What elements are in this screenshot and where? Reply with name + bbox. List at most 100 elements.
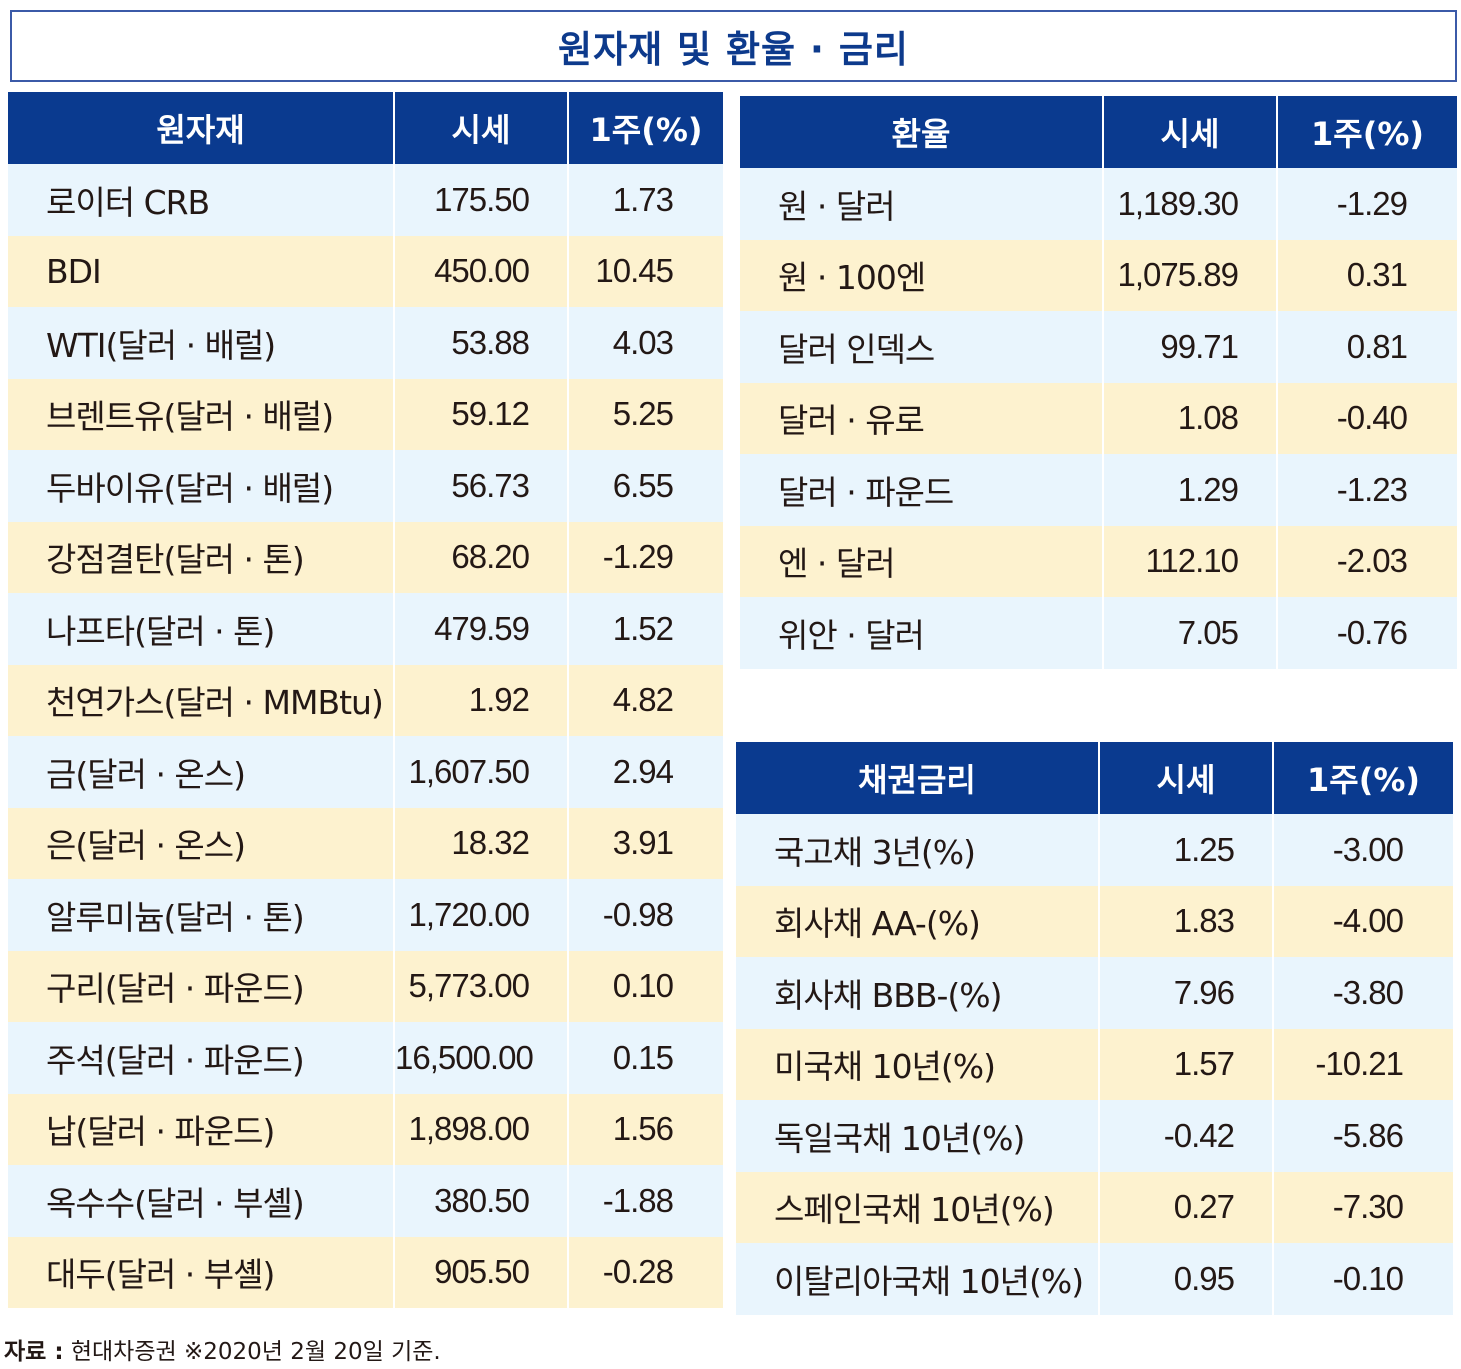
- change-cell: 10.45: [568, 235, 723, 307]
- name-cell: 원 · 달러: [740, 168, 1104, 240]
- fx-header-name: 환율: [740, 96, 1104, 168]
- name-cell: 은(달러 · 온스): [8, 807, 395, 879]
- name-cell: 대두(달러 · 부셸): [8, 1236, 395, 1308]
- table-row: 미국채 10년(%) 1.57 -10.21: [736, 1028, 1453, 1100]
- name-cell: 납(달러 · 파운드): [8, 1093, 395, 1165]
- name-cell: 구리(달러 · 파운드): [8, 950, 395, 1022]
- table-row: 엔 · 달러 112.10 -2.03: [740, 525, 1457, 597]
- table-row: 옥수수(달러 · 부셸) 380.50 -1.88: [8, 1165, 723, 1237]
- name-cell: 강점결탄(달러 · 톤): [8, 521, 395, 593]
- table-row: 은(달러 · 온스) 18.32 3.91: [8, 807, 723, 879]
- change-cell: 2.94: [568, 736, 723, 808]
- bond-header-price: 시세: [1099, 742, 1274, 814]
- source-note: 자료 : 현대차증권 ※2020년 2월 20일 기준.: [4, 1332, 441, 1366]
- change-cell: 0.10: [568, 950, 723, 1022]
- change-cell: -10.21: [1273, 1028, 1453, 1100]
- change-cell: 1.56: [568, 1093, 723, 1165]
- name-cell: 국고채 3년(%): [736, 814, 1100, 886]
- price-cell: 112.10: [1103, 525, 1278, 597]
- price-cell: 1.83: [1099, 885, 1274, 957]
- price-cell: 16,500.00: [394, 1022, 569, 1094]
- bond-header-name: 채권금리: [736, 742, 1100, 814]
- bond-table: 채권금리 시세 1주(%) 국고채 3년(%) 1.25 -3.00 회사채 AA-(…: [736, 742, 1453, 1315]
- price-cell: 1.29: [1103, 454, 1278, 526]
- name-cell: 달러 인덱스: [740, 311, 1104, 383]
- name-cell: 미국채 10년(%): [736, 1028, 1100, 1100]
- change-cell: 1.73: [568, 164, 723, 236]
- change-cell: -0.28: [568, 1236, 723, 1308]
- name-cell: 알루미늄(달러 · 톤): [8, 879, 395, 951]
- change-cell: -1.29: [1277, 168, 1457, 240]
- table-row: 위안 · 달러 7.05 -0.76: [740, 597, 1457, 669]
- name-cell: 엔 · 달러: [740, 525, 1104, 597]
- price-cell: 68.20: [394, 521, 569, 593]
- change-cell: 0.81: [1277, 311, 1457, 383]
- name-cell: 두바이유(달러 · 배럴): [8, 450, 395, 522]
- change-cell: 5.25: [568, 378, 723, 450]
- table-row: 달러 · 파운드 1.29 -1.23: [740, 454, 1457, 526]
- change-cell: -4.00: [1273, 885, 1453, 957]
- price-cell: 18.32: [394, 807, 569, 879]
- table-row: 알루미늄(달러 · 톤) 1,720.00 -0.98: [8, 879, 723, 951]
- commodity-header-row: 원자재 시세 1주(%): [8, 92, 723, 164]
- price-cell: 7.05: [1103, 597, 1278, 669]
- table-row: 달러 인덱스 99.71 0.81: [740, 311, 1457, 383]
- commodity-header-change: 1주(%): [568, 92, 723, 164]
- price-cell: 59.12: [394, 378, 569, 450]
- price-cell: 1.25: [1099, 814, 1274, 886]
- table-row: 로이터 CRB 175.50 1.73: [8, 164, 723, 236]
- change-cell: 0.31: [1277, 239, 1457, 311]
- commodity-header-name: 원자재: [8, 92, 395, 164]
- change-cell: -1.29: [568, 521, 723, 593]
- bond-body: 국고채 3년(%) 1.25 -3.00 회사채 AA-(%) 1.83 -4.00 회사채…: [736, 814, 1453, 1315]
- page-title-box: 원자재 및 환율 · 금리: [10, 10, 1457, 82]
- table-row: BDI 450.00 10.45: [8, 235, 723, 307]
- price-cell: 1,075.89: [1103, 239, 1278, 311]
- price-cell: 1,607.50: [394, 736, 569, 808]
- table-row: 주석(달러 · 파운드) 16,500.00 0.15: [8, 1022, 723, 1094]
- price-cell: 5,773.00: [394, 950, 569, 1022]
- change-cell: -3.80: [1273, 957, 1453, 1029]
- price-cell: 175.50: [394, 164, 569, 236]
- price-cell: 479.59: [394, 593, 569, 665]
- table-row: 스페인국채 10년(%) 0.27 -7.30: [736, 1171, 1453, 1243]
- source-label: 자료 :: [4, 1339, 64, 1365]
- name-cell: BDI: [8, 235, 395, 307]
- name-cell: 금(달러 · 온스): [8, 736, 395, 808]
- price-cell: 7.96: [1099, 957, 1274, 1029]
- table-row: 강점결탄(달러 · 톤) 68.20 -1.29: [8, 521, 723, 593]
- name-cell: 회사채 BBB-(%): [736, 957, 1100, 1029]
- commodity-table: 원자재 시세 1주(%) 로이터 CRB 175.50 1.73 BDI 450.00 1…: [8, 92, 723, 1308]
- fx-table: 환율 시세 1주(%) 원 · 달러 1,189.30 -1.29 원 · 100엔 1…: [740, 96, 1457, 669]
- table-row: 달러 · 유로 1.08 -0.40: [740, 382, 1457, 454]
- fx-header-price: 시세: [1103, 96, 1278, 168]
- change-cell: 0.15: [568, 1022, 723, 1094]
- name-cell: 주석(달러 · 파운드): [8, 1022, 395, 1094]
- name-cell: 달러 · 유로: [740, 382, 1104, 454]
- price-cell: 1,189.30: [1103, 168, 1278, 240]
- change-cell: -3.00: [1273, 814, 1453, 886]
- change-cell: -5.86: [1273, 1100, 1453, 1172]
- table-row: 원 · 100엔 1,075.89 0.31: [740, 239, 1457, 311]
- price-cell: 53.88: [394, 307, 569, 379]
- table-row: 금(달러 · 온스) 1,607.50 2.94: [8, 736, 723, 808]
- name-cell: 원 · 100엔: [740, 239, 1104, 311]
- table-row: 국고채 3년(%) 1.25 -3.00: [736, 814, 1453, 886]
- change-cell: 6.55: [568, 450, 723, 522]
- name-cell: 달러 · 파운드: [740, 454, 1104, 526]
- table-row: 독일국채 10년(%) -0.42 -5.86: [736, 1100, 1453, 1172]
- name-cell: 브렌트유(달러 · 배럴): [8, 378, 395, 450]
- change-cell: -1.23: [1277, 454, 1457, 526]
- change-cell: 4.82: [568, 664, 723, 736]
- price-cell: 56.73: [394, 450, 569, 522]
- name-cell: 스페인국채 10년(%): [736, 1171, 1100, 1243]
- price-cell: 99.71: [1103, 311, 1278, 383]
- table-row: 나프타(달러 · 톤) 479.59 1.52: [8, 593, 723, 665]
- change-cell: -0.98: [568, 879, 723, 951]
- name-cell: 위안 · 달러: [740, 597, 1104, 669]
- table-row: 이탈리아국채 10년(%) 0.95 -0.10: [736, 1243, 1453, 1315]
- change-cell: -1.88: [568, 1165, 723, 1237]
- price-cell: 0.95: [1099, 1243, 1274, 1315]
- change-cell: 4.03: [568, 307, 723, 379]
- bond-header-row: 채권금리 시세 1주(%): [736, 742, 1453, 814]
